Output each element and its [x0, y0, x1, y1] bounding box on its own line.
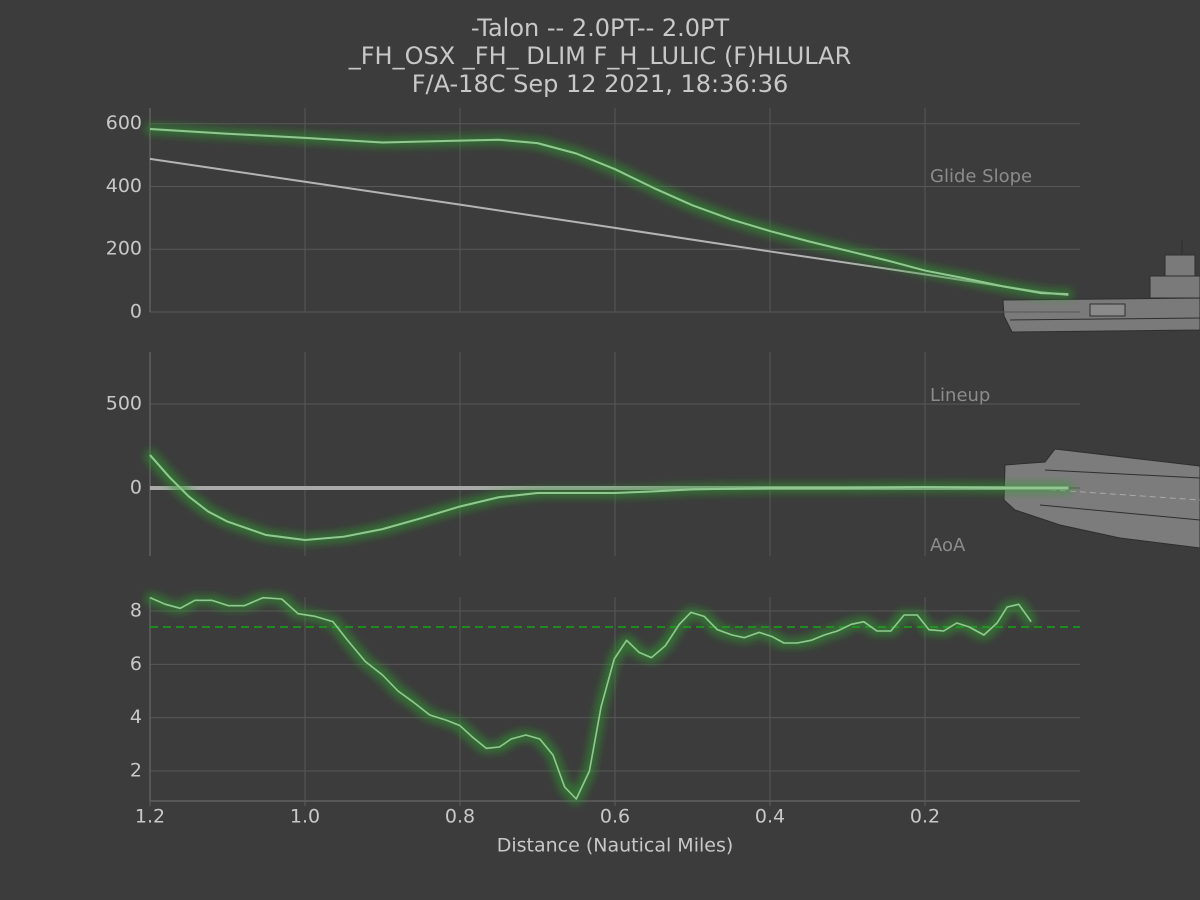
- x-tick-label: 1.0: [290, 806, 320, 828]
- x-tick-label: 0.8: [445, 806, 475, 828]
- carrier-detail: [1089, 303, 1126, 317]
- x-tick-label: 0.4: [755, 806, 785, 828]
- data-line: [149, 454, 1069, 542]
- chart-title: F/A-18C Sep 12 2021, 18:36:36: [412, 70, 789, 98]
- y-tick-label: 8: [130, 600, 142, 622]
- chart-title: -Talon -- 2.0PT-- 2.0PT: [471, 14, 730, 42]
- carrier-deck: [1003, 448, 1200, 549]
- y-tick-label: 400: [106, 175, 142, 197]
- x-tick-label: 1.2: [135, 806, 165, 828]
- carrier-island: [1164, 254, 1196, 277]
- y-tick-label: 2: [130, 760, 142, 782]
- x-tick-label: 0.6: [600, 806, 630, 828]
- y-tick-label: 200: [106, 238, 142, 260]
- data-line: [149, 596, 1032, 800]
- annotation: Lineup: [930, 385, 990, 406]
- data-line: [149, 128, 1069, 296]
- carrier-side-icon: [1002, 240, 1200, 333]
- carrier-deck-line: [1044, 469, 1200, 479]
- annotation: Glide Slope: [930, 166, 1032, 187]
- y-tick-label: 6: [130, 653, 142, 675]
- y-tick-label: 4: [130, 706, 142, 728]
- carrier-island: [1149, 275, 1200, 299]
- y-tick-label: 0: [130, 477, 142, 499]
- x-tick-label: 0.2: [910, 806, 940, 828]
- carrier-deck-line: [1009, 317, 1200, 321]
- carrier-deck-line: [1039, 504, 1200, 521]
- x-axis-label: Distance (Nautical Miles): [497, 835, 734, 857]
- carrier-top-icon: [1003, 448, 1200, 549]
- y-tick-label: 500: [106, 393, 142, 415]
- chart-title: _FH_OSX _FH_ DLIM F_H_LULIC (F)HLULAR: [348, 42, 852, 70]
- y-tick-label: 0: [130, 301, 142, 323]
- y-tick-label: 600: [106, 112, 142, 134]
- annotation: AoA: [930, 535, 966, 556]
